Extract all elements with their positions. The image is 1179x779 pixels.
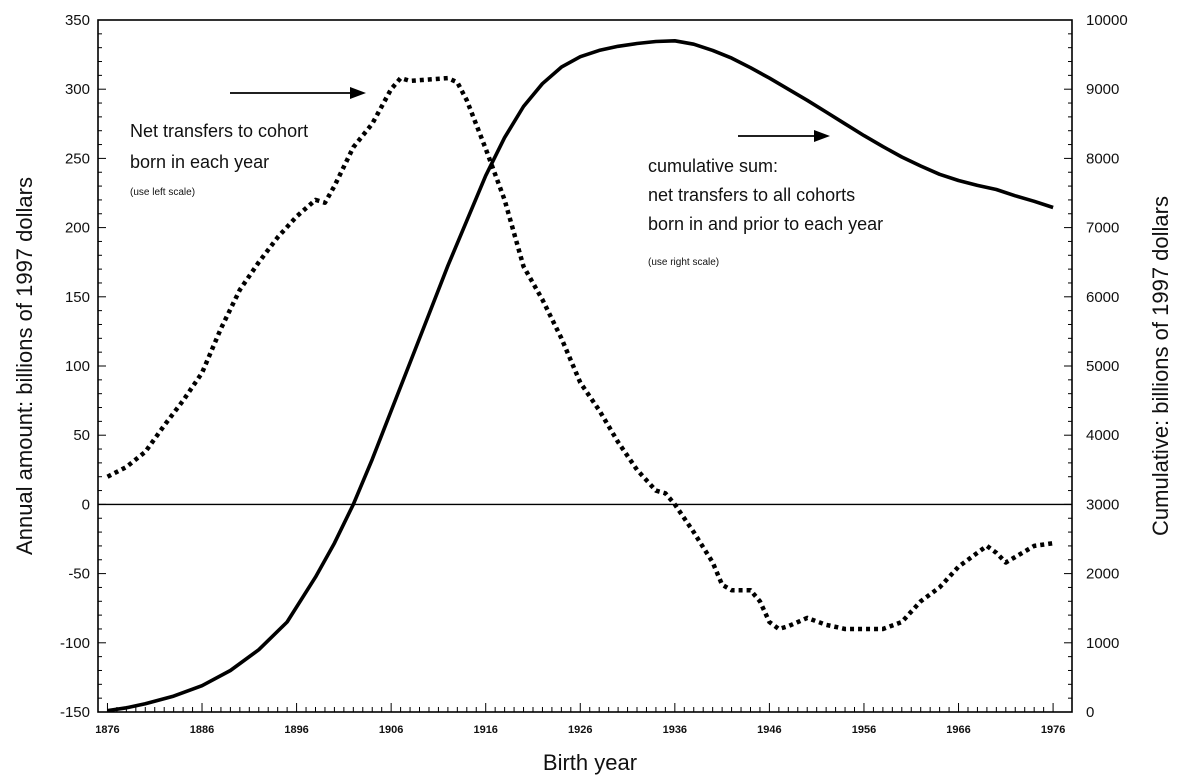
left-tick-label: 350 <box>65 12 90 29</box>
right-tick-label: 2000 <box>1086 566 1119 583</box>
x-tick-label: 1956 <box>852 724 876 736</box>
left-annotation-line-2: born in each year <box>130 152 269 172</box>
left-tick-label: -50 <box>68 566 90 583</box>
right-annotation-line-3: born in and prior to each year <box>648 214 883 234</box>
right-annotation-line-2: net transfers to all cohorts <box>648 185 855 205</box>
left-tick-label: 100 <box>65 358 90 375</box>
left-annotation-line-1: Net transfers to cohort <box>130 121 308 141</box>
left-tick-label: 250 <box>65 150 90 167</box>
x-tick-label: 1966 <box>946 724 970 736</box>
annual-transfers-line <box>106 75 1054 632</box>
left-tick-label: -100 <box>60 635 90 652</box>
right-tick-label: 5000 <box>1086 358 1119 375</box>
x-tick-label: 1886 <box>190 724 214 736</box>
x-axis-ticks: 1876 1886 1896 1906 1916 1926 1936 1946 1956 1966… <box>95 703 1065 736</box>
right-tick-label: 7000 <box>1086 220 1119 237</box>
left-axis-ticks: -150 -100 -50 0 50 100 150 200 250 300 350 <box>60 12 106 721</box>
left-axis-title: Annual amount: billions of 1997 dollars <box>12 177 37 555</box>
right-axis-title: Cumulative: billions of 1997 dollars <box>1148 196 1173 536</box>
right-tick-label: 9000 <box>1086 81 1119 98</box>
x-tick-label: 1936 <box>663 724 687 736</box>
x-axis-title: Birth year <box>543 750 637 775</box>
x-tick-label: 1916 <box>473 724 497 736</box>
right-axis-ticks: 0 1000 2000 3000 4000 5000 6000 7000 8000 9000 100… <box>1064 12 1128 721</box>
right-tick-label: 8000 <box>1086 150 1119 167</box>
right-tick-label: 6000 <box>1086 289 1119 306</box>
right-tick-label: 10000 <box>1086 12 1128 29</box>
series-layer <box>106 39 1054 713</box>
x-tick-label: 1926 <box>568 724 592 736</box>
right-tick-label: 3000 <box>1086 496 1119 513</box>
right-annotation-arrow <box>738 130 830 142</box>
x-tick-label: 1896 <box>284 724 308 736</box>
left-tick-label: 200 <box>65 220 90 237</box>
left-annotation-arrow <box>230 87 366 99</box>
left-tick-label: -150 <box>60 704 90 721</box>
left-tick-label: 150 <box>65 289 90 306</box>
x-tick-label: 1946 <box>757 724 781 736</box>
left-annotation-note: (use left scale) <box>130 187 195 198</box>
x-tick-label: 1906 <box>379 724 403 736</box>
left-tick-label: 300 <box>65 81 90 98</box>
x-tick-label: 1876 <box>95 724 119 736</box>
left-tick-label: 50 <box>73 427 90 444</box>
cumulative-sum-line <box>107 39 1054 713</box>
right-annotation-line-1: cumulative sum: <box>648 156 778 176</box>
left-tick-label: 0 <box>82 496 90 513</box>
right-tick-label: 0 <box>1086 704 1094 721</box>
right-tick-label: 4000 <box>1086 427 1119 444</box>
x-tick-label: 1976 <box>1041 724 1065 736</box>
right-tick-label: 1000 <box>1086 635 1119 652</box>
right-annotation-note: (use right scale) <box>648 257 719 268</box>
